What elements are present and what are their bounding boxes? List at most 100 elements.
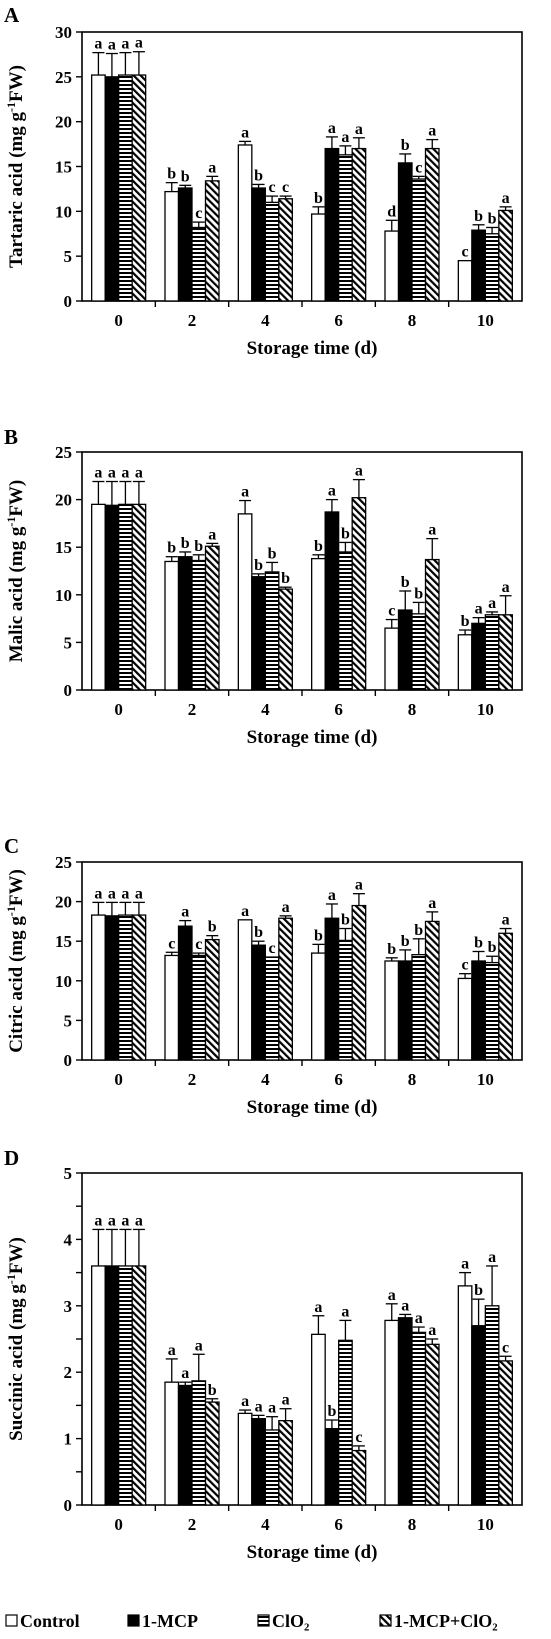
- significance-letter: d: [387, 203, 396, 220]
- significance-letter: a: [475, 601, 483, 618]
- significance-letter: a: [461, 1256, 469, 1273]
- bar-clo2: [118, 914, 133, 1061]
- significance-letter: a: [94, 1212, 102, 1229]
- bar-1-mcp-clo2: [204, 938, 220, 1061]
- bar-control: [164, 1381, 180, 1506]
- bar-1-mcp-clo2: [498, 932, 513, 1061]
- x-tick-label: 6: [334, 700, 343, 719]
- significance-letter: a: [181, 1365, 189, 1382]
- y-axis-title: Citric acid (mg g-1FW): [4, 869, 27, 1053]
- bar-1-mcp: [251, 1418, 266, 1506]
- significance-letter: b: [254, 167, 263, 184]
- significance-letter: b: [194, 538, 203, 555]
- bar-control: [91, 1265, 106, 1506]
- bar-control: [311, 1333, 326, 1506]
- plot-frame: [81, 31, 523, 302]
- significance-letter: a: [341, 129, 349, 146]
- significance-letter: a: [108, 465, 116, 482]
- bar-clo2: [411, 954, 427, 1061]
- significance-letter: a: [328, 120, 336, 137]
- significance-letter: a: [282, 1392, 290, 1409]
- bar-1-mcp: [251, 576, 266, 691]
- panel-label: B: [4, 425, 18, 449]
- significance-letter: a: [135, 885, 143, 902]
- significance-letter: c: [462, 244, 469, 261]
- x-tick-label: 2: [188, 1070, 197, 1089]
- panel-label: C: [4, 834, 19, 858]
- significance-letter: b: [327, 1403, 336, 1420]
- significance-letter: a: [415, 1310, 423, 1327]
- y-tick-label: 0: [64, 292, 73, 311]
- bar-1-mcp-clo2: [131, 503, 147, 691]
- significance-letter: c: [269, 179, 276, 196]
- bar-1-mcp: [177, 1384, 193, 1506]
- bar-clo2: [191, 954, 207, 1061]
- significance-letter: c: [415, 159, 422, 176]
- x-tick-label: 0: [114, 700, 123, 719]
- significance-letter: a: [401, 1297, 409, 1314]
- y-tick-label: 15: [55, 538, 72, 557]
- bar-1-mcp-clo2: [204, 180, 220, 302]
- significance-letter: b: [167, 166, 176, 183]
- y-axis-title: Succinic acid (mg g-1FW): [4, 1237, 27, 1441]
- significance-letter: c: [388, 603, 395, 620]
- significance-letter: b: [414, 585, 423, 602]
- bar-1-mcp-clo2: [131, 74, 147, 302]
- bar-clo2: [484, 233, 500, 302]
- x-tick-label: 0: [114, 311, 123, 330]
- significance-letter: a: [355, 121, 363, 138]
- bar-clo2: [264, 1429, 280, 1506]
- bar-1-mcp: [471, 960, 486, 1061]
- bar-1-mcp-clo2: [424, 1343, 440, 1506]
- significance-letter: b: [341, 912, 350, 929]
- significance-letter: b: [314, 927, 323, 944]
- significance-letter: b: [208, 1382, 217, 1399]
- y-tick-label: 30: [55, 23, 72, 42]
- y-tick-label: 25: [55, 443, 72, 462]
- bar-control: [311, 213, 326, 302]
- bar-1-mcp-clo2: [498, 209, 513, 302]
- bar-1-mcp-clo2: [204, 545, 220, 691]
- x-tick-label: 6: [334, 1515, 343, 1534]
- bar-1-mcp: [324, 147, 340, 302]
- bar-clo2: [338, 154, 353, 302]
- significance-letter: b: [387, 941, 396, 958]
- x-tick-label: 10: [477, 1070, 494, 1089]
- significance-letter: a: [168, 1342, 176, 1359]
- bar-control: [237, 144, 253, 302]
- bar-clo2: [118, 1265, 133, 1506]
- bar-control: [384, 627, 400, 691]
- y-tick-label: 0: [64, 681, 73, 700]
- significance-letter: a: [241, 124, 249, 141]
- y-tick-label: 15: [55, 158, 72, 177]
- bar-control: [311, 557, 326, 691]
- legend-label: ClO₂: [272, 1611, 309, 1631]
- bar-1-mcp: [177, 556, 193, 691]
- significance-letter: a: [428, 1322, 436, 1339]
- bar-control: [311, 952, 326, 1061]
- significance-letter: c: [195, 205, 202, 222]
- bar-clo2: [484, 614, 500, 691]
- bar-1-mcp: [104, 504, 120, 691]
- significance-letter: b: [474, 934, 483, 951]
- bar-clo2: [191, 559, 207, 691]
- significance-letter: a: [135, 1212, 143, 1229]
- bar-clo2: [411, 1331, 427, 1506]
- bar-1-mcp-clo2: [278, 198, 293, 302]
- bar-control: [384, 230, 400, 302]
- y-tick-label: 10: [55, 972, 72, 991]
- significance-letter: b: [314, 190, 323, 207]
- panel-label: D: [4, 1146, 19, 1170]
- bar-1-mcp: [177, 925, 193, 1061]
- bar-clo2: [264, 571, 280, 691]
- bar-clo2: [411, 178, 427, 302]
- bar-clo2: [338, 1339, 353, 1506]
- plot-frame: [81, 1172, 523, 1506]
- x-tick-label: 2: [188, 1515, 197, 1534]
- y-tick-label: 1: [64, 1430, 73, 1449]
- x-tick-label: 10: [477, 700, 494, 719]
- y-tick-label: 20: [55, 491, 72, 510]
- significance-letter: b: [254, 924, 263, 941]
